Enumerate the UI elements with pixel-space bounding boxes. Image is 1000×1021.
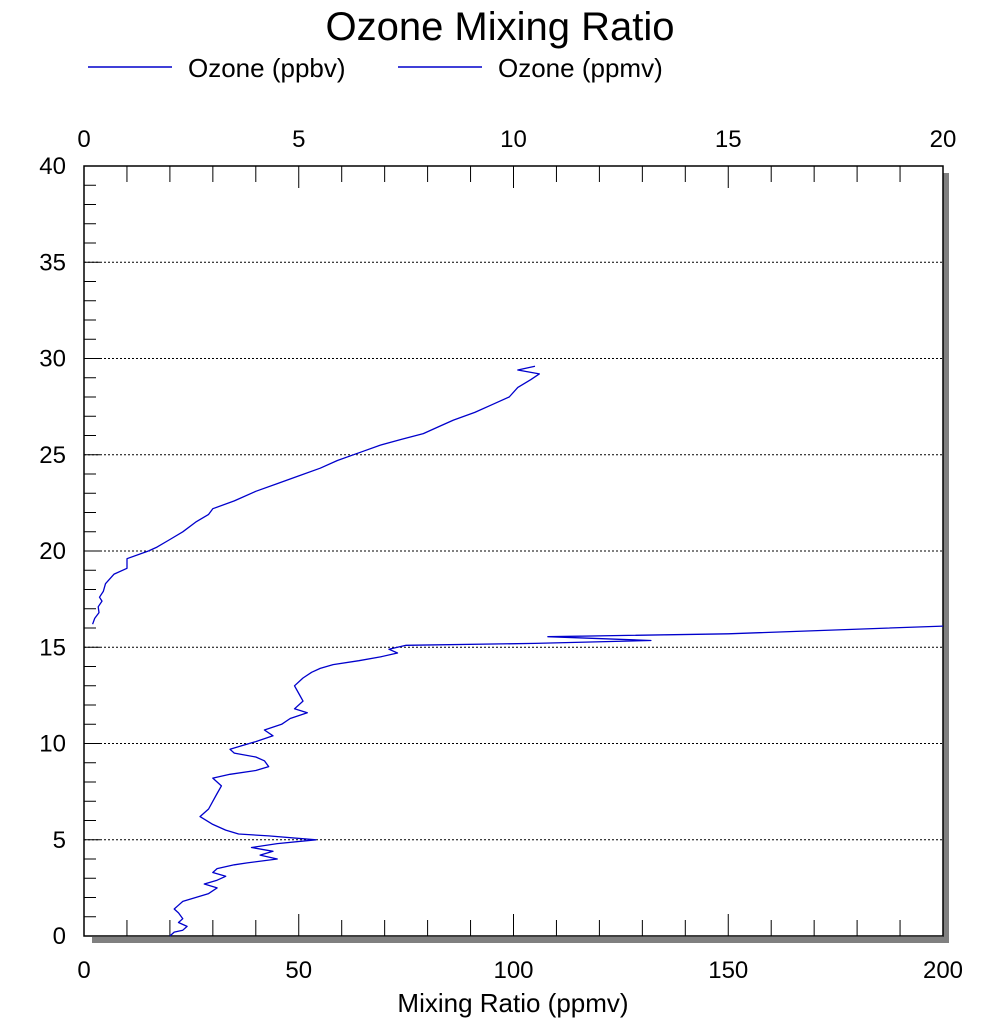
y-tick-label: 10: [39, 731, 66, 758]
y-tick-label: 15: [39, 634, 66, 661]
series-lines: [91, 365, 944, 937]
ticks: [83, 165, 944, 937]
plot-shadow-bottom: [92, 937, 949, 943]
legend-label-ppmv: Ozone (ppmv): [498, 53, 663, 83]
y-tick-label: 20: [39, 538, 66, 565]
legend: Ozone (ppbv) Ozone (ppmv): [88, 53, 663, 83]
gridlines: [84, 261, 943, 841]
x-bottom-tick-label: 50: [285, 957, 312, 984]
x-bottom-tick-label: 0: [77, 957, 90, 984]
series-line-ppmv: [91, 365, 540, 625]
y-tick-label: 30: [39, 346, 66, 373]
y-tick-label: 40: [39, 153, 66, 180]
x-top-tick-label: 0: [77, 126, 90, 153]
y-tick-label: 5: [53, 827, 66, 854]
y-tick-label: 0: [53, 923, 66, 950]
x-bottom-tick-label: 200: [923, 957, 963, 984]
chart-title: Ozone Mixing Ratio: [325, 5, 674, 49]
x-bottom-tick-label: 100: [493, 957, 533, 984]
tick-labels: 0 5 10 15 20 25 30 35 40 0 50 100 150 200 0 5 10 15 20: [39, 126, 963, 984]
series-line-ppbv: [169, 625, 944, 937]
x-top-tick-label: 15: [715, 126, 742, 153]
legend-label-ppbv: Ozone (ppbv): [188, 53, 346, 83]
x-top-tick-label: 5: [292, 126, 305, 153]
x-axis-title: Mixing Ratio (ppmv): [397, 988, 628, 1018]
x-bottom-tick-label: 150: [708, 957, 748, 984]
x-top-tick-label: 10: [500, 126, 527, 153]
x-top-tick-label: 20: [930, 126, 957, 153]
plot-shadow-right: [943, 173, 949, 943]
y-tick-label: 35: [39, 249, 66, 276]
y-tick-label: 25: [39, 442, 66, 469]
